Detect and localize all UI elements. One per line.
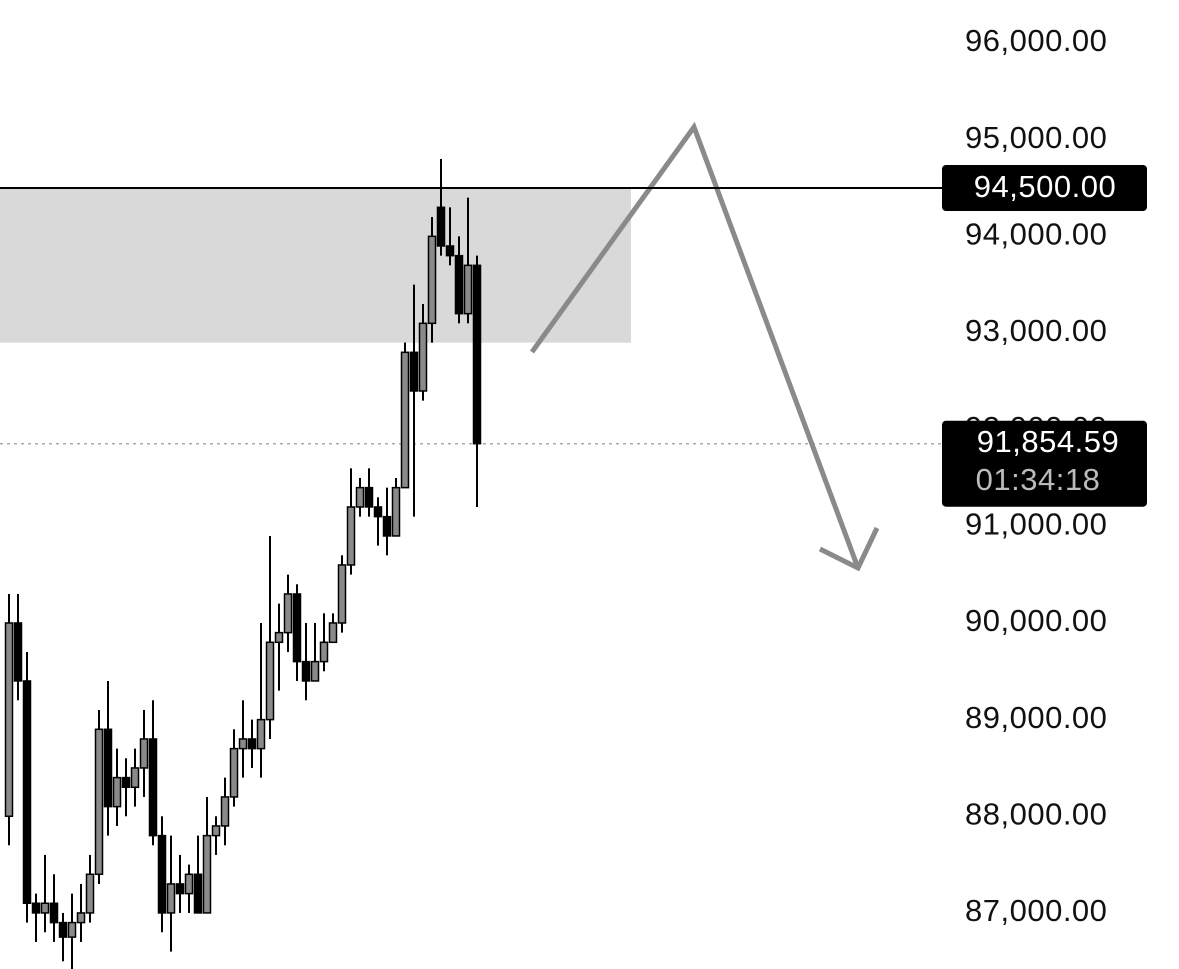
candle-up xyxy=(76,912,86,924)
candle-down xyxy=(364,486,374,508)
candle-up xyxy=(463,264,473,315)
candle-up xyxy=(337,564,347,624)
candle-down xyxy=(22,680,32,905)
candle-up xyxy=(319,641,329,663)
candle-up xyxy=(265,641,275,721)
candle-down xyxy=(13,622,23,682)
candle-down xyxy=(454,254,464,315)
y-tick-label: 87,000.00 xyxy=(965,893,1107,928)
candle-up xyxy=(256,718,266,750)
candle-down xyxy=(175,883,185,895)
candle-up xyxy=(229,747,239,798)
candle-up xyxy=(328,622,338,644)
candle-down xyxy=(445,245,455,257)
under-layer: 87,000.00 88,000.00 89,000.00 90,000.00 91,0… xyxy=(0,23,1107,928)
arrow-head xyxy=(818,526,880,572)
candle-up xyxy=(166,883,176,914)
candle-up xyxy=(184,873,194,895)
last-price-label: 91,854.59 xyxy=(977,424,1119,459)
candle-up xyxy=(94,728,104,876)
level-label: 94,500.00 xyxy=(974,169,1116,204)
y-tick-label: 91,000.00 xyxy=(965,506,1107,541)
candle-up xyxy=(139,738,149,769)
candle-up xyxy=(238,738,248,750)
candle-up xyxy=(274,631,284,644)
candle-up xyxy=(355,486,365,508)
candle-down xyxy=(409,351,419,392)
y-tick-label: 95,000.00 xyxy=(965,120,1107,155)
candle-down xyxy=(193,873,203,914)
countdown: 01:34:18 xyxy=(976,462,1101,497)
y-tick-label: 88,000.00 xyxy=(965,796,1107,831)
y-tick-label: 96,000.00 xyxy=(965,23,1107,58)
candle-down xyxy=(148,738,158,837)
y-tick-label: 90,000.00 xyxy=(965,603,1107,638)
candle-up xyxy=(346,506,356,566)
candle-down xyxy=(49,902,59,924)
candle-down xyxy=(58,921,68,938)
candle-up xyxy=(67,921,77,938)
y-tick-label: 93,000.00 xyxy=(965,313,1107,348)
candle-up xyxy=(112,776,122,808)
candle-down xyxy=(292,593,302,663)
candle-down xyxy=(472,264,482,445)
candle-up xyxy=(220,796,230,827)
candle-up xyxy=(85,873,95,914)
last-price-box xyxy=(942,420,1147,507)
candle-up xyxy=(427,235,437,325)
candle-up xyxy=(418,322,428,392)
candle-up xyxy=(40,902,50,914)
candle-up xyxy=(310,660,320,682)
candle-down xyxy=(373,506,383,518)
candle-up xyxy=(400,351,410,489)
supply-zone xyxy=(0,188,631,343)
candle-down xyxy=(157,834,167,914)
candle-up xyxy=(211,825,221,837)
candle-up xyxy=(283,593,293,634)
candle-down xyxy=(121,776,131,789)
candle-down xyxy=(31,902,41,914)
candle-up xyxy=(130,767,140,789)
candle-down xyxy=(103,728,113,808)
projection-arrow xyxy=(529,121,861,569)
y-tick-label: 94,000.00 xyxy=(965,217,1107,252)
level-label-box xyxy=(942,165,1147,212)
candle-up xyxy=(391,486,401,537)
y-tick-label: 89,000.00 xyxy=(965,700,1107,735)
candle-down xyxy=(301,660,311,682)
candle-up xyxy=(4,622,14,818)
candle-down xyxy=(436,206,446,247)
candle-down xyxy=(247,738,257,750)
candle-up xyxy=(202,834,212,914)
candle-down xyxy=(382,515,392,537)
